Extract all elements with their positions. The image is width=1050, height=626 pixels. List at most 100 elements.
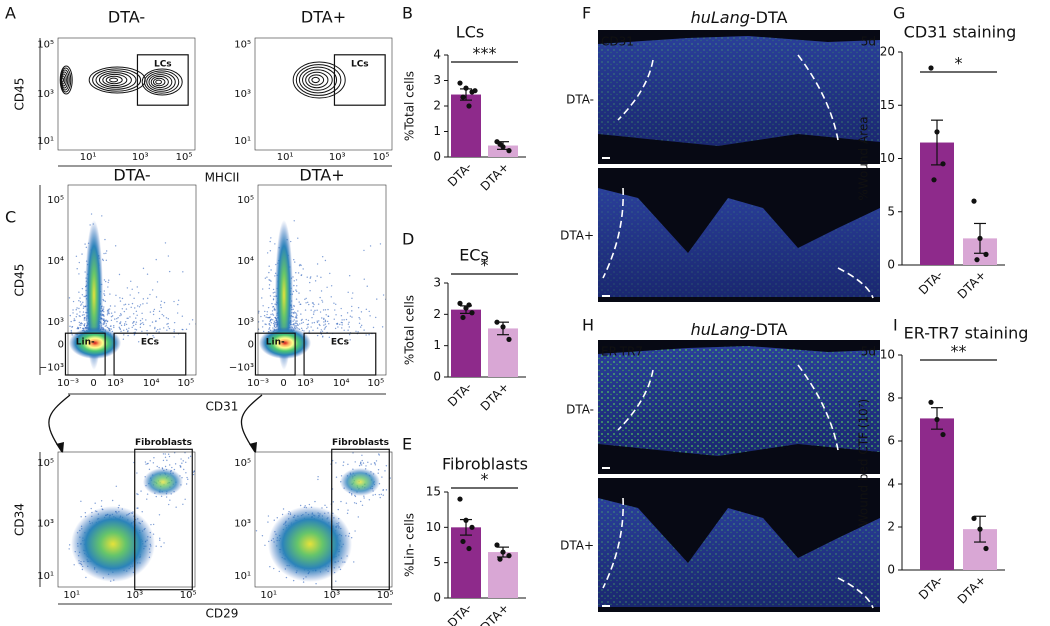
event-dot xyxy=(269,321,270,322)
event-dot xyxy=(76,309,77,310)
event-dot xyxy=(152,289,153,290)
event-dot xyxy=(143,268,144,269)
event-dot xyxy=(135,324,136,325)
event-dot xyxy=(308,304,309,305)
data-point xyxy=(457,301,462,306)
event-dot xyxy=(121,325,122,326)
event-dot xyxy=(179,465,180,466)
event-dot xyxy=(156,296,157,297)
title-italic: huLang xyxy=(691,8,750,27)
event-dot xyxy=(125,304,126,305)
event-dot xyxy=(163,327,164,328)
event-dot xyxy=(159,540,160,541)
event-dot xyxy=(292,321,293,322)
x-tick-label: 10³ xyxy=(126,590,143,601)
y-tick-label: 10⁵ xyxy=(234,40,251,51)
event-dot xyxy=(273,314,274,315)
event-dot xyxy=(82,294,83,295)
event-dot xyxy=(347,509,348,510)
y-tick-label: 5 xyxy=(887,204,895,218)
event-dot xyxy=(294,326,295,327)
event-dot xyxy=(133,298,134,299)
event-dot xyxy=(72,312,73,313)
event-dot xyxy=(182,316,183,317)
x-tick-label: DTA- xyxy=(916,573,946,603)
event-dot xyxy=(69,326,70,327)
y-tick-label: 10⁴ xyxy=(47,256,64,267)
event-dot xyxy=(325,327,326,328)
event-dot xyxy=(115,245,116,246)
bar xyxy=(451,310,481,377)
event-dot xyxy=(315,583,316,584)
event-dot xyxy=(331,296,332,297)
event-dot xyxy=(165,453,166,454)
event-dot xyxy=(369,315,370,316)
flow-plot: LCs xyxy=(255,38,392,150)
event-dot xyxy=(45,306,46,307)
data-point xyxy=(971,516,976,521)
y-tick-label: 6 xyxy=(887,434,895,448)
event-dot xyxy=(160,304,161,305)
event-dot xyxy=(123,330,124,331)
data-point xyxy=(506,148,511,153)
data-point xyxy=(931,177,936,182)
data-point xyxy=(469,525,474,530)
data-point xyxy=(506,337,511,342)
event-dot xyxy=(386,465,387,466)
title-rest: -DTA xyxy=(750,320,788,339)
event-dot xyxy=(272,327,273,328)
event-dot xyxy=(124,311,125,312)
event-dot xyxy=(312,302,313,303)
significance: * xyxy=(481,470,489,489)
event-dot xyxy=(108,313,109,314)
event-dot xyxy=(318,320,319,321)
data-point xyxy=(457,80,462,85)
event-dot xyxy=(153,524,154,525)
event-dot xyxy=(262,305,263,306)
gate-label: Lin- xyxy=(266,338,285,348)
chart-title: LCs xyxy=(456,23,484,42)
event-dot xyxy=(297,310,298,311)
event-dot xyxy=(107,286,108,287)
event-dot xyxy=(360,501,361,502)
y-axis-label: Wound bed CTF (10⁷) xyxy=(857,399,871,526)
event-dot xyxy=(369,311,370,312)
event-dot xyxy=(325,321,326,322)
event-dot xyxy=(301,275,302,276)
event-dot xyxy=(154,327,155,328)
event-dot xyxy=(160,546,161,547)
event-dot xyxy=(374,462,375,463)
event-dot xyxy=(363,250,364,251)
event-dot xyxy=(168,318,169,319)
event-dot xyxy=(147,274,148,275)
event-dot xyxy=(268,515,269,516)
y-tick-label: 10³ xyxy=(234,89,251,100)
event-dot xyxy=(83,314,84,315)
event-dot xyxy=(103,308,104,309)
event-dot xyxy=(295,289,296,290)
event-dot xyxy=(101,500,102,501)
stain-label: ER-TR7 xyxy=(601,345,643,359)
event-dot xyxy=(124,325,125,326)
event-dot xyxy=(361,325,362,326)
event-dot xyxy=(335,314,336,315)
event-dot xyxy=(293,580,294,581)
y-tick-label: 10³ xyxy=(237,317,254,328)
event-dot xyxy=(166,496,167,497)
event-dot xyxy=(317,479,318,480)
event-dot xyxy=(147,463,148,464)
event-dot xyxy=(182,504,183,505)
event-dot xyxy=(79,297,80,298)
event-dot xyxy=(262,288,263,289)
event-dot xyxy=(380,243,381,244)
event-dot xyxy=(145,319,146,320)
event-dot xyxy=(272,319,273,320)
event-dot xyxy=(83,324,84,325)
event-dot xyxy=(163,453,164,454)
event-dot xyxy=(383,294,384,295)
y-tick-label: 10⁵ xyxy=(237,195,254,206)
event-dot xyxy=(383,489,384,490)
event-dot xyxy=(260,316,261,317)
flow-plot: Lin-ECs xyxy=(37,185,223,375)
event-dot xyxy=(127,335,128,336)
